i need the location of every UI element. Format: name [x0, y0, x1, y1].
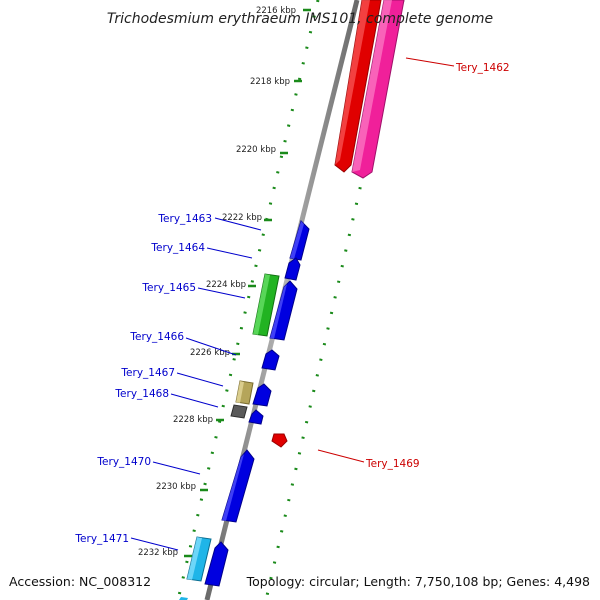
gene-feature-tery-1464[interactable] — [284, 257, 301, 281]
tick-label: 2226 kbp — [190, 348, 230, 358]
tick-2226: 2226 kbp — [190, 348, 240, 358]
tick-2216: 2216 kbp — [256, 6, 311, 16]
gene-labels: Tery_1462 Tery_1463 Tery_1464 Tery_1465 … — [74, 62, 509, 545]
tick-2220: 2220 kbp — [236, 145, 288, 155]
tick-2228: 2228 kbp — [173, 415, 224, 425]
gene-label-tery-1467[interactable]: Tery_1467 — [120, 367, 175, 379]
gene-label-tery-1462[interactable]: Tery_1462 — [455, 62, 510, 74]
gene-feature-tery-1463[interactable] — [289, 220, 310, 261]
tick-label: 2218 kbp — [250, 77, 290, 87]
gene-feature-tery-1471-cyan[interactable] — [186, 536, 212, 582]
gene-label-tery-1468[interactable]: Tery_1468 — [114, 388, 169, 400]
gene-feature-tery-1469[interactable] — [271, 433, 288, 448]
callout-lines — [130, 57, 455, 551]
tick-2218: 2218 kbp — [250, 77, 302, 87]
gene-label-tery-1470[interactable]: Tery_1470 — [96, 456, 151, 468]
tick-label: 2228 kbp — [173, 415, 213, 425]
tick-label: 2224 kbp — [206, 280, 246, 290]
gene-feature-tery-1468-gray[interactable] — [230, 404, 248, 419]
tick-label: 2222 kbp — [222, 213, 262, 223]
gene-feature-tery-1465-green[interactable] — [252, 273, 280, 337]
tick-2230: 2230 kbp — [156, 482, 208, 492]
gene-feature-tery-1470[interactable] — [221, 449, 255, 523]
gene-label-tery-1463[interactable]: Tery_1463 — [157, 213, 212, 225]
gene-feature-tery-1467-olive[interactable] — [235, 380, 254, 405]
gene-feature-offscreen-cyan[interactable] — [179, 597, 188, 600]
gene-label-tery-1464[interactable]: Tery_1464 — [150, 242, 205, 254]
gene-label-tery-1466[interactable]: Tery_1466 — [129, 331, 184, 343]
tick-label: 2232 kbp — [138, 548, 178, 558]
tick-label: 2230 kbp — [156, 482, 196, 492]
tick-2222: 2222 kbp — [222, 213, 272, 223]
tick-label: 2216 kbp — [256, 6, 296, 16]
topology-summary-text: Topology: circular; Length: 7,750,108 bp… — [246, 574, 590, 589]
gene-feature-tery-1467-blue[interactable] — [252, 383, 272, 407]
gene-label-tery-1469[interactable]: Tery_1469 — [365, 458, 420, 470]
tick-2232: 2232 kbp — [138, 548, 192, 558]
kbp-ticks: 2216 kbp 2218 kbp 2220 kbp 2222 kbp 2224… — [138, 6, 311, 558]
gene-feature-tery-1462-red[interactable] — [334, 0, 382, 173]
gene-feature-tery-1462-pink[interactable] — [351, 0, 405, 179]
gene-feature-tery-1468-blue[interactable] — [248, 409, 264, 425]
tick-label: 2220 kbp — [236, 145, 276, 155]
tick-2224: 2224 kbp — [206, 280, 256, 290]
gene-feature-tery-1471-blue[interactable] — [204, 541, 229, 587]
outer-tick-ring — [264, 0, 405, 600]
gene-feature-tery-1465-blue[interactable] — [269, 280, 298, 341]
inner-tick-ring — [176, 0, 320, 600]
gene-label-tery-1465[interactable]: Tery_1465 — [141, 282, 196, 294]
gene-label-tery-1471[interactable]: Tery_1471 — [74, 533, 129, 545]
accession-text: Accession: NC_008312 — [9, 574, 151, 589]
gene-feature-tery-1466[interactable] — [261, 349, 280, 371]
map-title: Trichodesmium erythraeum IMS101, complet… — [107, 11, 493, 27]
